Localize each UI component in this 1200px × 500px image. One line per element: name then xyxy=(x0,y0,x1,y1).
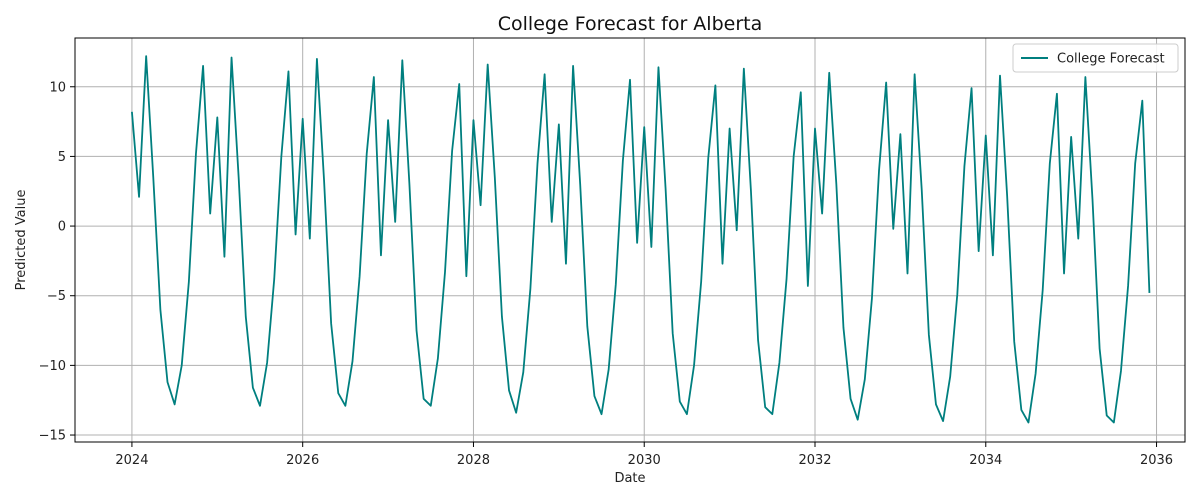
series-line-college-forecast xyxy=(131,55,1151,424)
x-tick-label: 2034 xyxy=(969,453,1002,468)
x-tick-label: 2026 xyxy=(286,453,319,468)
x-tick-label: 2024 xyxy=(115,453,148,468)
y-tick-label: 5 xyxy=(58,150,66,165)
y-tick-label: −5 xyxy=(47,289,66,304)
plot-area-frame xyxy=(74,37,1186,443)
x-tick-label: 2036 xyxy=(1140,453,1173,468)
legend-label-college-forecast: College Forecast xyxy=(1057,52,1165,67)
x-tick-label: 2032 xyxy=(798,453,831,468)
x-axis-label: Date xyxy=(614,471,645,486)
y-tick-label: −10 xyxy=(39,359,66,374)
y-tick-label: 10 xyxy=(49,80,66,95)
series-lines xyxy=(131,55,1151,424)
chart-title: College Forecast for Alberta xyxy=(498,13,762,35)
x-axis: 2024 2026 2028 2030 2032 2034 2036 xyxy=(115,442,1173,468)
legend: College Forecast xyxy=(1012,43,1179,73)
y-tick-label: −15 xyxy=(39,429,66,444)
x-tick-label: 2030 xyxy=(628,453,661,468)
y-tick-label: 0 xyxy=(58,220,66,235)
x-tick-label: 2028 xyxy=(457,453,490,468)
y-axis-label: Predicted Value xyxy=(14,190,29,291)
legend-box xyxy=(1012,43,1179,73)
y-axis: −15 −10 −5 0 5 10 xyxy=(39,80,75,444)
